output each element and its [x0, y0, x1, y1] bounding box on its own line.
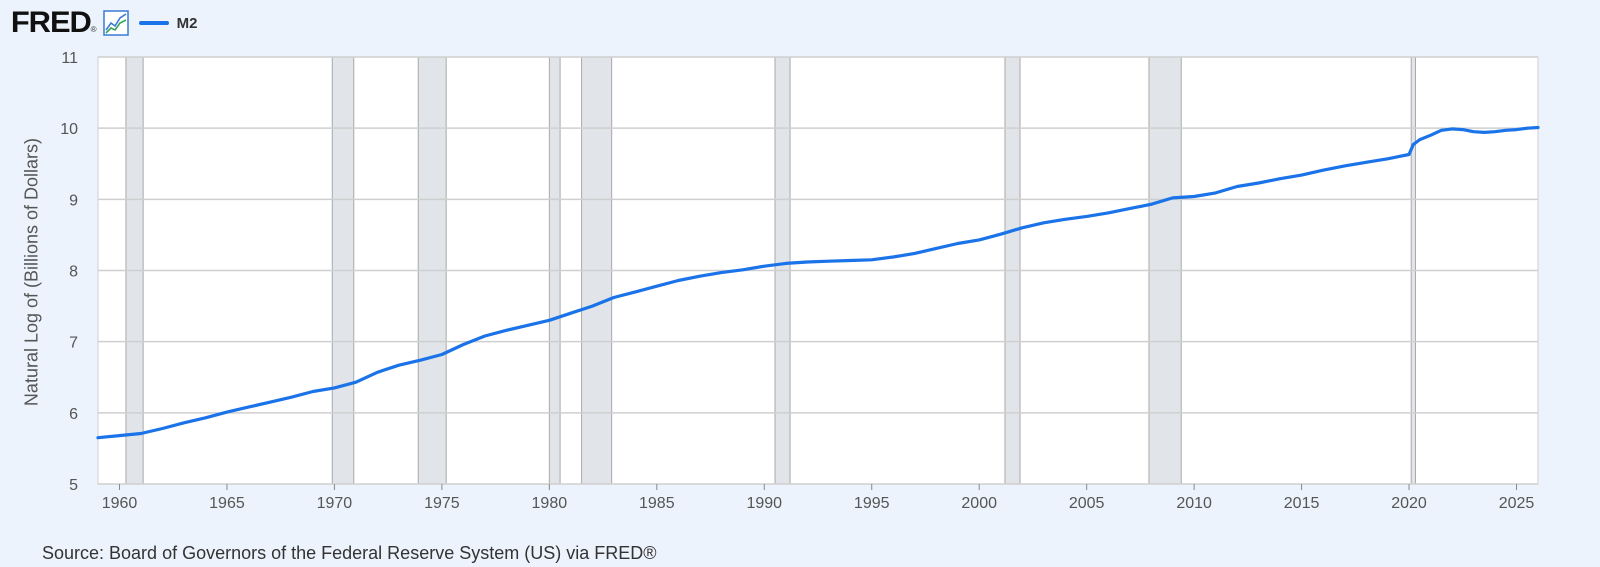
chart-header: FRED ® M2: [10, 6, 198, 40]
x-tick-label: 1975: [424, 495, 460, 512]
x-tick-label: 2025: [1499, 495, 1535, 512]
line-graph-icon[interactable]: [102, 10, 129, 36]
x-tick-label: 1970: [317, 495, 353, 512]
y-tick-label: 6: [69, 406, 78, 423]
x-tick-label: 2015: [1284, 495, 1320, 512]
source-note: Source: Board of Governors of the Federa…: [42, 543, 657, 563]
x-tick-label: 1990: [746, 495, 782, 512]
y-tick-label: 10: [60, 121, 78, 138]
y-tick-label: 8: [69, 264, 78, 281]
y-tick-label: 7: [69, 335, 78, 352]
y-axis-label: Natural Log of (Billions of Dollars): [21, 137, 42, 407]
fred-logo[interactable]: FRED: [10, 6, 92, 39]
x-tick-label: 2010: [1176, 495, 1212, 512]
chart-legend: M2: [138, 14, 198, 32]
x-tick-label: 2005: [1069, 495, 1105, 512]
y-tick-label: 11: [61, 50, 78, 67]
y-tick-label: 5: [69, 477, 78, 494]
x-tick-label: 1995: [854, 495, 890, 512]
legend-swatch-m2: [138, 21, 169, 25]
y-tick-label: 9: [69, 192, 78, 209]
series-line-m2: [96, 125, 1540, 440]
x-tick-label: 1960: [102, 495, 138, 512]
x-tick-label: 1985: [639, 495, 675, 512]
fred-logo-registered-mark: ®: [90, 25, 97, 34]
x-tick-label: 1965: [209, 495, 245, 512]
x-tick-label: 1980: [532, 495, 568, 512]
legend-label-m2: M2: [176, 14, 198, 32]
plot-frame: [97, 56, 1539, 485]
x-tick-label: 2000: [961, 495, 997, 512]
x-tick-label: 2020: [1391, 495, 1427, 512]
